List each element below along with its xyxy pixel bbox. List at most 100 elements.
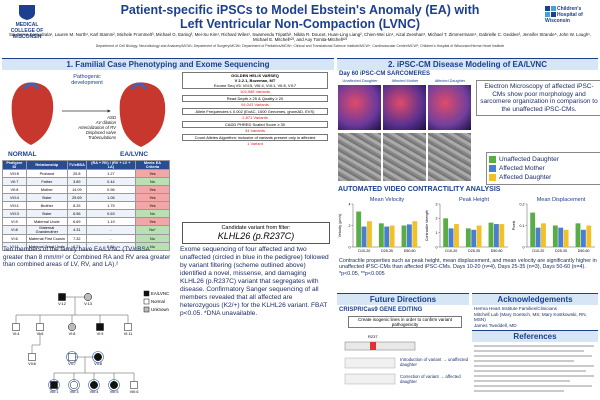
variant-count: 104,988 Variants: [240, 89, 270, 94]
intro-text: Introduction of variant → unaffected dau…: [400, 357, 468, 367]
pedigree-id: VI:9: [97, 332, 104, 336]
bar: [406, 224, 412, 247]
pedigree-id: VIII:4: [90, 390, 99, 394]
table-cell: VI:6: [2, 234, 27, 243]
x-tick-label: D10-20: [532, 249, 544, 253]
x-tick-label: D50-60: [404, 249, 416, 253]
table-cell: 0.44: [85, 177, 136, 186]
candidate-variant: KLHL26 (p.R237C): [217, 231, 295, 241]
feature: AV dilation: [95, 120, 116, 125]
filter-input: Exome Seq V5: VIII:5, VIII:4, VIII:1, VI…: [213, 83, 297, 88]
legend-swatch: [489, 174, 496, 181]
table-cell: 0.63: [85, 209, 136, 218]
charts: Mean Velocity Velocity (µm/s) 0 2 4 D10-20 D25…: [337, 195, 598, 257]
table-cell: 8.25: [66, 201, 87, 210]
x-tick-label: D25-35: [468, 249, 480, 253]
filter-step: Allele Frequencies ≤ 0.002 (ExAC, 1000 G…: [182, 108, 328, 115]
bar: [499, 224, 505, 247]
table-cell: Sister: [25, 209, 68, 218]
crispr-title: CRISPR/Cas9 GENE EDITING: [339, 307, 423, 313]
bar: [575, 223, 581, 247]
bar: [465, 228, 471, 247]
pedigree-male: [36, 323, 44, 331]
y-axis-label: Velocity (µm/s): [338, 214, 342, 238]
table-cell: 1.27: [85, 169, 136, 178]
table-cell: 6.69: [66, 217, 87, 226]
legend-label: Unaffected Daughter: [499, 156, 559, 163]
image-label: Affected Daughter: [434, 79, 466, 83]
chart-title: Peak Height: [459, 197, 489, 203]
bar: [558, 227, 564, 247]
bar: [563, 229, 569, 247]
image-label: Affected Mother: [391, 79, 419, 83]
legend-swatch: [143, 290, 150, 297]
bar: [448, 228, 454, 247]
table-cell: 25.8: [66, 169, 87, 178]
pedigree-female: [110, 381, 118, 389]
bar: [580, 229, 586, 247]
table-cell: VI:8: [2, 225, 27, 235]
x-tick-label: D50-60: [578, 249, 590, 253]
bar: [361, 226, 367, 247]
logo-mark: [545, 6, 556, 17]
legend-swatch: [489, 165, 496, 172]
table-row: VIII:4 Sister 29.69 1.06 Yes: [2, 193, 171, 202]
y-tick-label: 0: [523, 245, 525, 249]
bar: [367, 221, 372, 247]
image-label: Unaffected Daughter: [342, 79, 378, 83]
section-heading: 1. Familial Case Phenotyping and Exome S…: [2, 58, 334, 70]
legend-label: EA/LVNC: [151, 291, 169, 296]
pedigree-id: VIII:1: [50, 390, 59, 394]
variant-count: 34 Variants: [245, 128, 265, 133]
table-cell: No: [134, 209, 171, 218]
bar-chart: Mean Velocity Velocity (µm/s) 0 2 4 D10-20 D25…: [338, 197, 421, 253]
table-cell: 4.31: [66, 225, 87, 235]
ack-list: Herma Heart Institute Families/Clinician…: [474, 306, 596, 328]
pedigree-id: VIII:5: [110, 390, 119, 394]
table-cell: 14.09: [66, 185, 87, 194]
correction-text: Correction of variant → affected daughte…: [400, 374, 461, 384]
table-cell: Proband: [25, 169, 68, 178]
pedigree-id: VIII:3: [70, 390, 79, 394]
table-row: VII:8 Mother 14.09 0.96 Yes: [2, 185, 171, 194]
table-cell: No: [134, 177, 171, 186]
table-cell: 1.75: [85, 201, 136, 210]
table-row: VI:9 Maternal Uncle 6.69 1.19 Yes: [2, 217, 171, 226]
vessel: [130, 82, 148, 90]
pedigree-id: VII:6: [28, 362, 36, 366]
table-row: VIII:1 Brother 8.25 1.75 Yes: [2, 201, 171, 210]
sequenced-ring: [88, 379, 100, 391]
y-tick-label: 4: [349, 202, 351, 206]
filter-flow: GOLDEN HELIX VARSEQ V 2.2.1, Bozeman, MT E…: [176, 72, 334, 147]
feature: Trabeculations: [88, 135, 116, 140]
pedigree-id: V:13: [84, 302, 92, 306]
pedigree-male: [50, 381, 58, 389]
pedigree-id: VI:4: [13, 332, 20, 336]
heart-ea: [119, 82, 166, 147]
table-cell: No: [134, 242, 171, 251]
x-tick-label: D10-20: [445, 249, 457, 253]
legend-item: Unaffected Daughter: [489, 155, 599, 164]
table-cell: Brother: [25, 201, 68, 210]
bar: [378, 223, 384, 247]
table-cell: Maternal First Cousin: [25, 234, 68, 243]
legend-swatch: [143, 298, 150, 305]
table-row: VI:11 Maternal Great Uncle 6.21 0.54 No: [2, 242, 171, 251]
logo-left: MEDICAL COLLEGE OF WISCONSIN: [3, 4, 51, 40]
table-cell: 7.32: [66, 234, 87, 243]
table-cell: VIII:3: [2, 209, 27, 218]
title-line: Left Ventricular Non-Compaction (LVNC): [179, 17, 421, 31]
em-image: [428, 133, 471, 181]
legend-label: Affected Daughter: [499, 174, 552, 181]
table-cell: Sister: [25, 193, 68, 202]
header-cell: Pedigree ID: [2, 160, 27, 170]
table-cell: 29.69: [66, 193, 87, 202]
bar: [401, 225, 407, 247]
pedigree-id: V:12: [58, 302, 66, 306]
table-cell: No: [134, 234, 171, 243]
bar: [586, 225, 592, 247]
table-row: VIII:5 Proband 25.8 1.27 Yes: [2, 169, 171, 178]
table-cell: Yes: [134, 217, 171, 226]
bar: [454, 224, 459, 247]
site-label: R237: [368, 334, 378, 339]
